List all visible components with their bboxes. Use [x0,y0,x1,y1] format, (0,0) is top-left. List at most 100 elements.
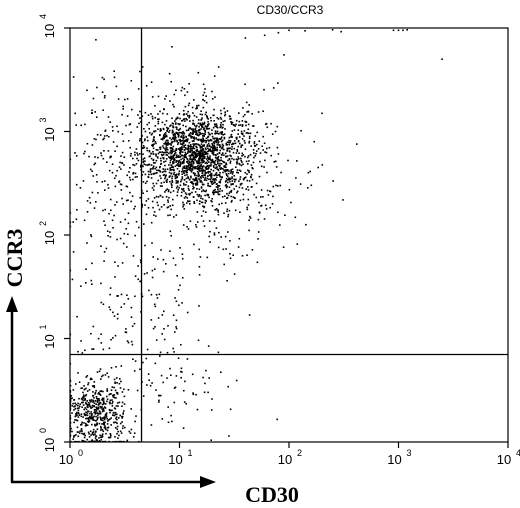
scatter-point [153,303,156,306]
scatter-point [200,168,202,170]
scatter-point [114,411,117,414]
scatter-point [196,138,198,141]
scatter-point [127,389,130,391]
scatter-point [145,357,148,360]
scatter-point [245,101,248,104]
scatter-point [109,436,112,438]
scatter-point [211,132,213,135]
scatter-point [101,435,104,438]
scatter-point [277,211,279,214]
scatter-point [177,148,180,150]
scatter-point [96,417,99,420]
scatter-point [105,247,108,250]
scatter-point [206,162,208,165]
scatter-point [188,155,191,157]
scatter-point [171,204,174,207]
scatter-point [160,206,163,208]
scatter-point [121,391,124,393]
scatter-point [69,391,72,393]
scatter-point [83,385,85,387]
scatter-point [93,415,95,418]
scatter-point [150,113,152,115]
scatter-point [205,179,208,182]
y-tick-label: 10 [42,438,57,452]
scatter-point [157,317,160,319]
scatter-point [192,128,195,130]
scatter-point [146,384,148,386]
scatter-point [123,410,125,412]
scatter-point [213,149,215,151]
scatter-point [106,389,108,392]
scatter-point [244,148,247,151]
scatter-point [202,205,204,207]
scatter-point [138,226,140,229]
scatter-point [95,410,98,412]
scatter-point [199,132,201,134]
scatter-point [183,146,185,149]
scatter-point [105,413,107,416]
scatter-point [233,175,236,177]
scatter-point [69,394,72,396]
scatter-point [169,180,171,183]
scatter-point [195,393,197,396]
scatter-point [181,168,184,170]
scatter-point [189,161,191,164]
scatter-point [111,402,113,405]
scatter-point [183,389,185,392]
scatter-point [177,357,180,359]
scatter-point [99,393,101,395]
scatter-point [151,242,153,244]
scatter-point [187,144,189,147]
scatter-point [92,400,95,403]
scatter-point [181,161,184,163]
scatter-point [205,111,207,114]
scatter-point [231,146,233,148]
scatter-point [118,434,120,437]
scatter-point [100,245,102,247]
scatter-point [264,151,266,153]
scatter-point [119,183,122,185]
scatter-point [172,122,175,125]
scatter-point [219,162,221,165]
scatter-point [134,360,137,362]
scatter-point [80,428,83,430]
scatter-point [210,149,212,152]
scatter-point [216,168,218,170]
scatter-point [134,151,136,154]
scatter-point [102,109,104,111]
scatter-point [183,197,186,199]
scatter-point [200,187,203,189]
x-tick-label: 10 [168,452,182,467]
scatter-point [211,90,213,93]
scatter-point [175,161,177,163]
scatter-point [397,29,400,32]
scatter-point [123,395,126,398]
scatter-point [304,30,306,32]
scatter-point [186,91,189,93]
scatter-point [113,177,116,180]
scatter-point [189,156,192,159]
scatter-point [87,402,90,404]
scatter-point [168,171,171,174]
scatter-point [143,223,145,225]
scatter-point [155,339,158,341]
scatter-point [169,100,171,102]
scatter-point [77,435,80,438]
scatter-point [224,195,226,197]
scatter-point [162,128,165,131]
scatter-point [78,397,80,400]
scatter-point [203,100,206,102]
scatter-point [180,149,182,152]
scatter-point [237,145,239,148]
scatter-point [152,189,155,191]
scatter-point [189,203,191,205]
scatter-point [69,389,72,392]
scatter-point [89,415,91,418]
scatter-point [226,280,228,282]
scatter-point [121,417,123,419]
scatter-point [201,124,204,126]
scatter-point [110,389,113,391]
scatter-point [223,212,225,214]
scatter-point [171,420,173,423]
scatter-point [186,168,189,170]
